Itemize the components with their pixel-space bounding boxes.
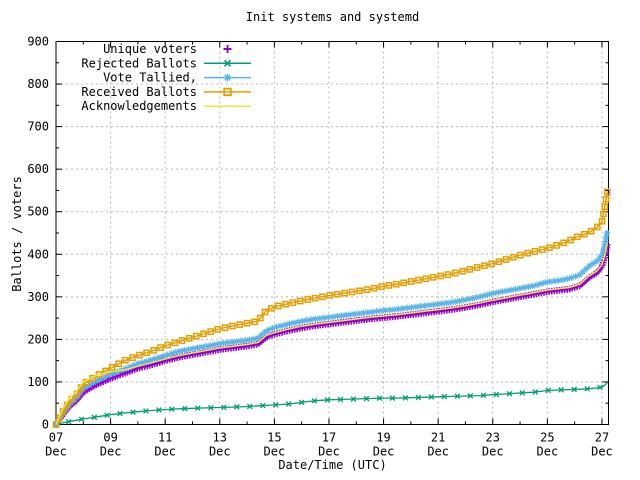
svg-text:Dec: Dec bbox=[591, 445, 613, 459]
svg-text:900: 900 bbox=[27, 35, 49, 49]
chart-title: Init systems and systemd bbox=[245, 10, 420, 24]
svg-text:09: 09 bbox=[103, 431, 117, 445]
svg-text:Dec: Dec bbox=[482, 445, 504, 459]
series-received-ballots bbox=[52, 188, 611, 428]
legend-entry: Vote Tallied, bbox=[103, 71, 251, 85]
svg-text:Dec: Dec bbox=[373, 445, 395, 459]
legend-label: Acknowledgements bbox=[81, 99, 197, 113]
svg-text:07: 07 bbox=[49, 431, 63, 445]
legend-entry: Acknowledgements bbox=[81, 99, 251, 113]
legend-entry: Unique voters bbox=[103, 42, 232, 56]
svg-text:600: 600 bbox=[27, 162, 49, 176]
legend-marker-plus bbox=[223, 45, 232, 53]
svg-text:100: 100 bbox=[27, 375, 49, 389]
legend-label: Rejected Ballots bbox=[81, 56, 197, 70]
series-vote-tallied bbox=[52, 229, 611, 428]
legend-entry: Received Ballots bbox=[81, 85, 251, 99]
svg-text:500: 500 bbox=[27, 205, 49, 219]
svg-text:15: 15 bbox=[267, 431, 281, 445]
svg-text:13: 13 bbox=[213, 431, 227, 445]
legend-marker-square bbox=[223, 87, 232, 97]
svg-text:21: 21 bbox=[431, 431, 445, 445]
svg-text:700: 700 bbox=[27, 120, 49, 134]
svg-text:17: 17 bbox=[322, 431, 336, 445]
svg-text:27: 27 bbox=[595, 431, 609, 445]
series-acknowledgements bbox=[55, 242, 609, 425]
legend-marker-asterisk bbox=[223, 73, 232, 82]
series-rejected-ballots bbox=[53, 381, 608, 428]
svg-text:Dec: Dec bbox=[100, 445, 122, 459]
y-tick-labels: 0 100 200 300 400 500 600 700 800 900 bbox=[27, 35, 49, 432]
legend-label: Unique voters bbox=[103, 42, 197, 56]
svg-text:400: 400 bbox=[27, 247, 49, 261]
svg-text:11: 11 bbox=[158, 431, 172, 445]
y-axis-label: Ballots / voters bbox=[10, 176, 24, 292]
svg-text:800: 800 bbox=[27, 77, 49, 91]
svg-text:Dec: Dec bbox=[427, 445, 449, 459]
svg-text:Dec: Dec bbox=[209, 445, 231, 459]
svg-text:Dec: Dec bbox=[537, 445, 559, 459]
legend-label: Received Ballots bbox=[81, 85, 197, 99]
svg-text:Dec: Dec bbox=[264, 445, 286, 459]
svg-text:19: 19 bbox=[376, 431, 390, 445]
legend-label: Vote Tallied, bbox=[103, 71, 197, 85]
svg-text:Dec: Dec bbox=[154, 445, 176, 459]
svg-text:23: 23 bbox=[486, 431, 500, 445]
legend-entry: Rejected Ballots bbox=[81, 56, 251, 70]
svg-text:25: 25 bbox=[540, 431, 554, 445]
svg-text:Dec: Dec bbox=[318, 445, 340, 459]
legend-marker-cross bbox=[223, 59, 232, 67]
svg-text:0: 0 bbox=[42, 418, 49, 432]
svg-text:Dec: Dec bbox=[45, 445, 67, 459]
x-axis-label: Date/Time (UTC) bbox=[278, 458, 387, 472]
x-tick-labels: 07Dec09Dec11Dec13Dec15Dec17Dec19Dec21Dec… bbox=[45, 431, 613, 459]
svg-text:300: 300 bbox=[27, 290, 49, 304]
svg-text:200: 200 bbox=[27, 332, 49, 346]
